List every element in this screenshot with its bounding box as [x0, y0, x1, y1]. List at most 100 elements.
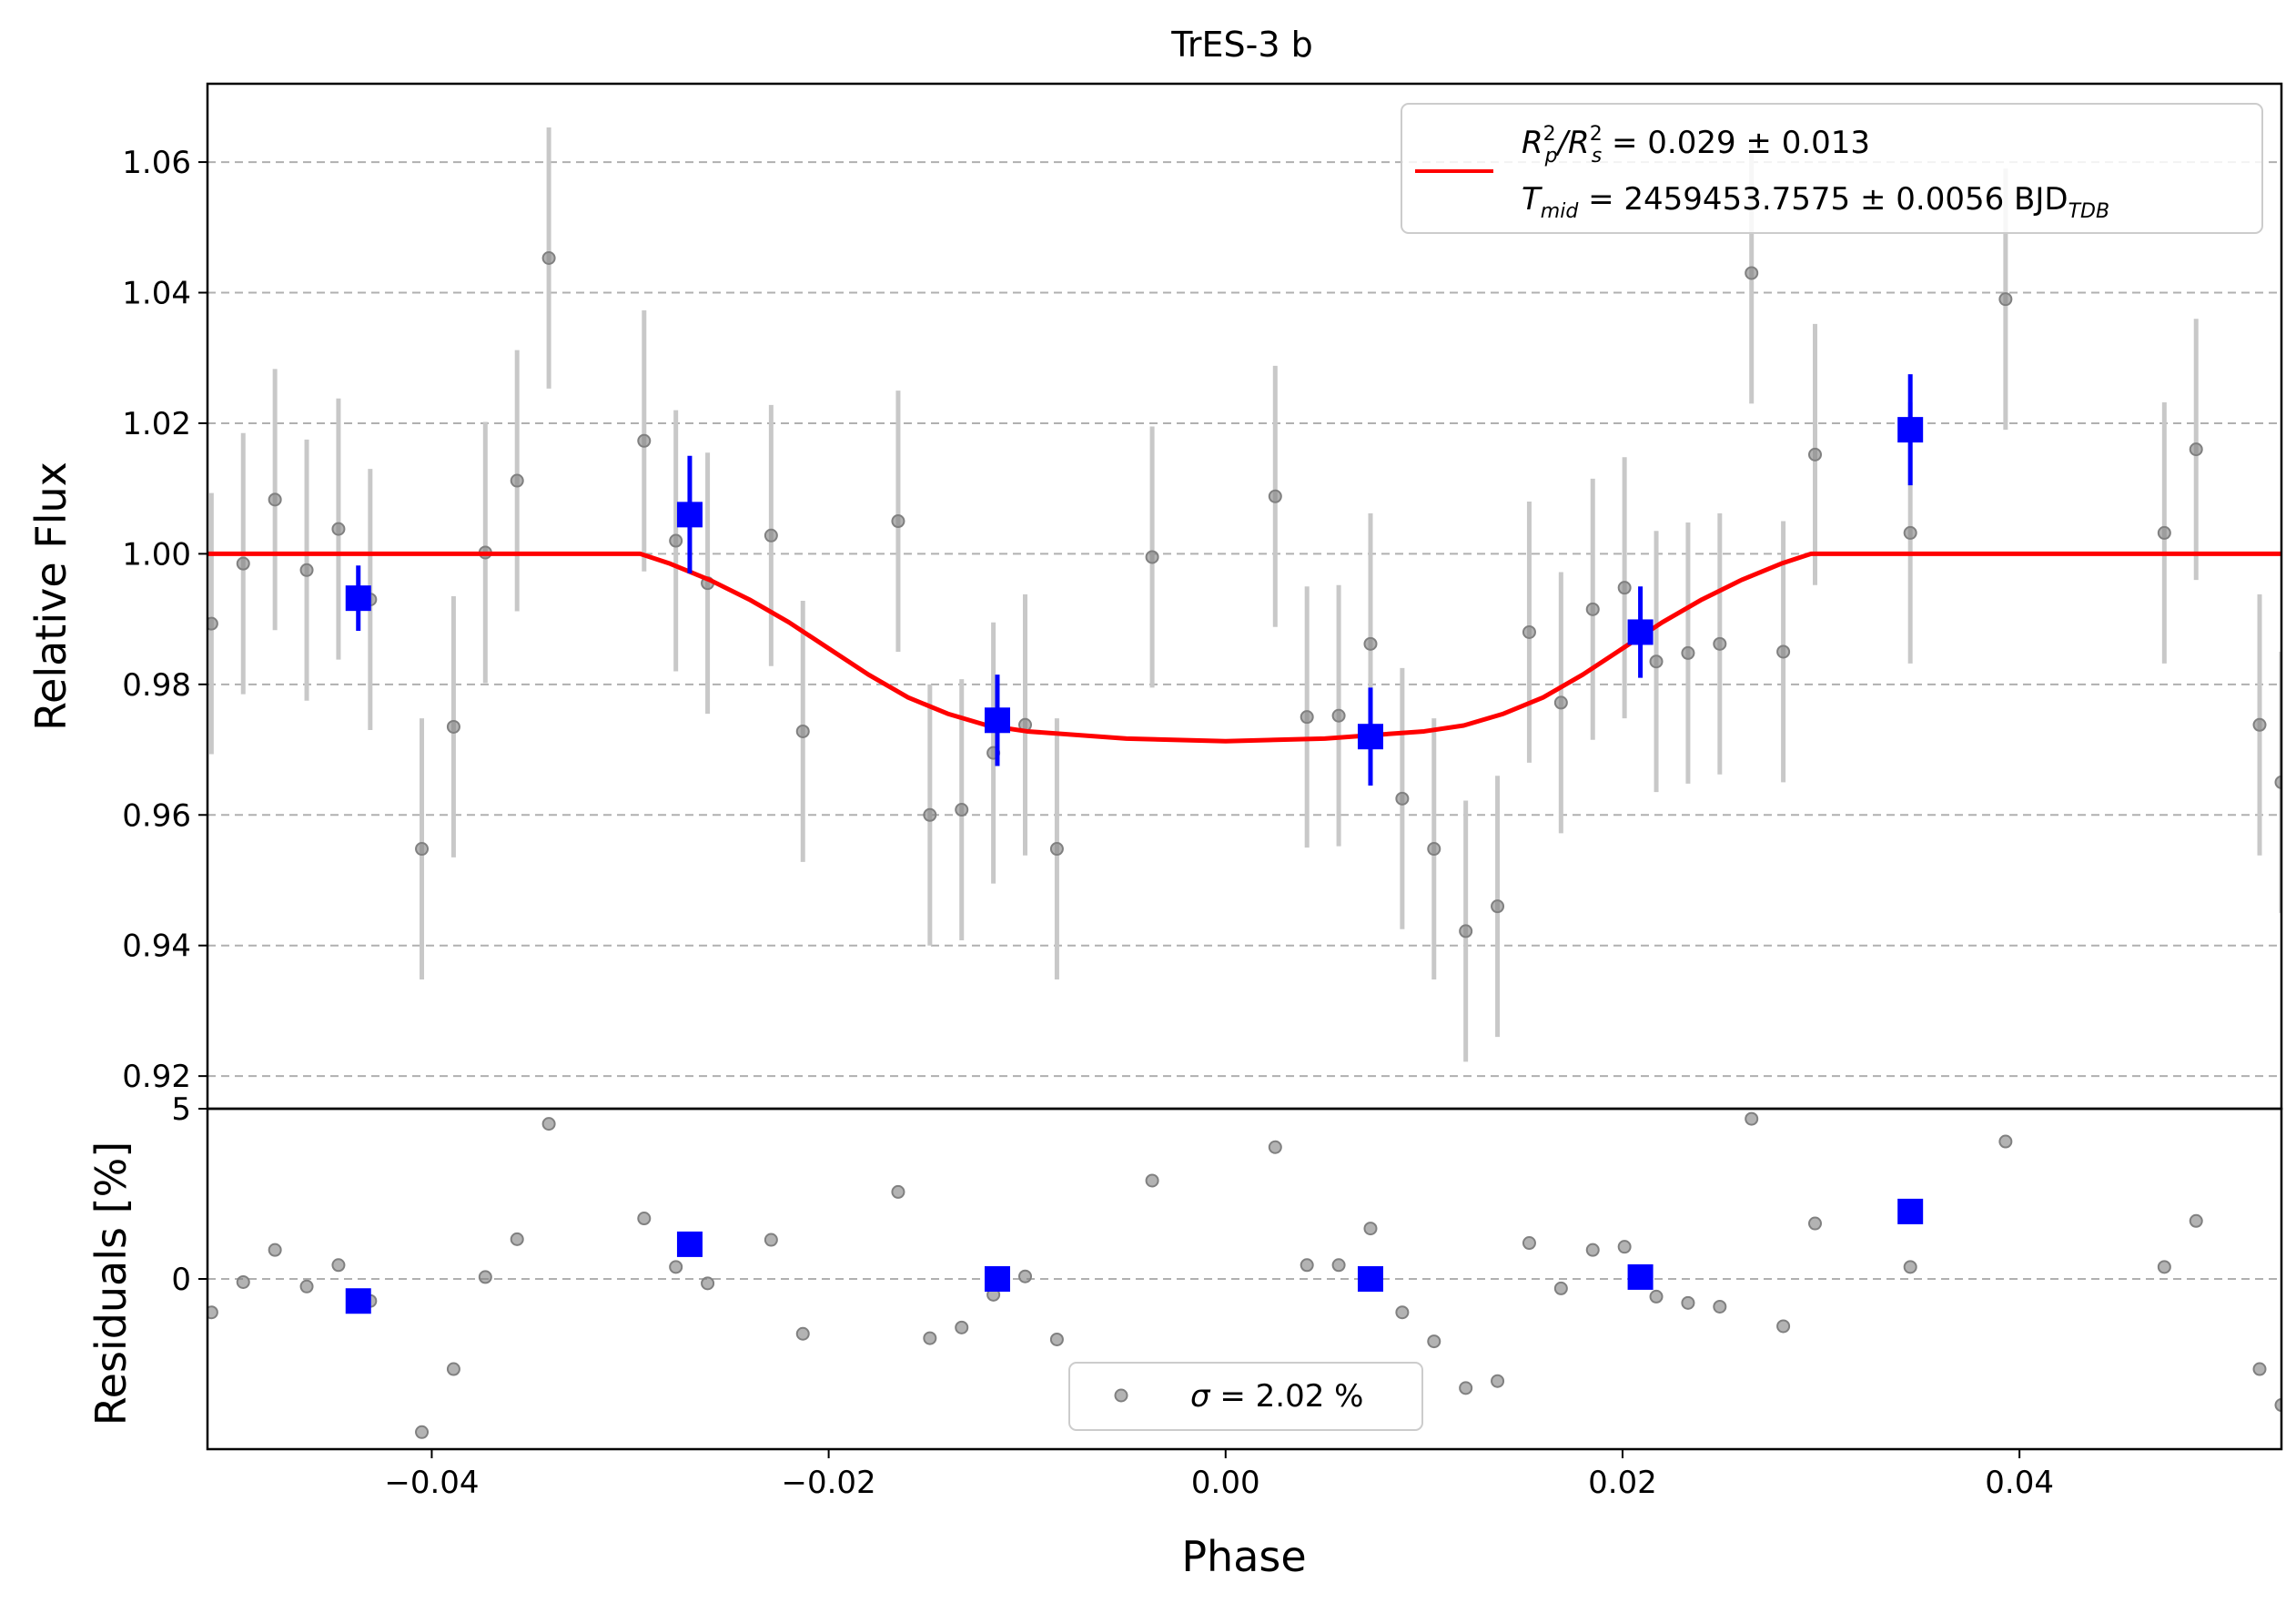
residual-point	[299, 1279, 314, 1294]
data-point	[268, 492, 282, 507]
data-point	[795, 724, 810, 738]
data-point	[1049, 842, 1064, 857]
legend-line-1: R2 p/R2 s = 0.029 ± 0.013	[1522, 123, 1870, 167]
residual-point	[1300, 1258, 1314, 1273]
data-point	[446, 719, 460, 734]
residual-point	[1617, 1240, 1632, 1254]
residual-point	[1331, 1258, 1346, 1273]
x-tick-label: 0.02	[1588, 1465, 1657, 1501]
data-point	[207, 616, 218, 631]
data-point	[1491, 899, 1505, 914]
residual-point	[923, 1331, 937, 1345]
residual-point	[1459, 1381, 1473, 1395]
binned-point	[1357, 724, 1383, 750]
residual-point	[1649, 1289, 1664, 1304]
residual-axes-frame	[206, 1107, 2283, 1451]
main-y-tick-label: 0.92	[122, 1059, 191, 1095]
residual-y-axis-label: Residuals [%]	[86, 1141, 136, 1425]
residual-binned-points	[345, 1198, 1924, 1314]
residual-point	[268, 1243, 282, 1257]
residual-point	[541, 1117, 556, 1131]
residual-point	[1745, 1111, 1759, 1126]
data-point	[1459, 924, 1473, 938]
main-y-tick-label: 0.98	[122, 667, 191, 704]
binned-point	[345, 585, 371, 612]
residual-point	[2157, 1260, 2171, 1274]
residual-point	[1585, 1243, 1600, 1257]
residual-point	[764, 1233, 778, 1247]
x-tick-label: 0.04	[1985, 1465, 2054, 1501]
residual-y-tick-label: 5	[171, 1091, 191, 1128]
data-point	[891, 514, 905, 529]
x-tick-label: −0.04	[384, 1465, 479, 1501]
residual-point	[1903, 1260, 1917, 1274]
binned-residual-point	[984, 1266, 1010, 1292]
residual-legend-label: σ = 2.02 %	[1190, 1378, 1363, 1415]
residual-point	[1363, 1222, 1378, 1236]
data-point	[415, 842, 430, 857]
data-point	[1331, 708, 1346, 723]
data-point	[541, 250, 556, 265]
residual-x-ticks: −0.04 −0.02 0.00 0.02 0.04	[384, 1449, 2054, 1501]
residual-point	[1776, 1319, 1791, 1334]
data-point	[1776, 644, 1791, 659]
residual-point	[478, 1270, 492, 1284]
binned-point	[676, 502, 703, 528]
data-point	[955, 803, 969, 817]
data-point	[1681, 645, 1695, 660]
data-point	[1745, 266, 1759, 280]
model-curve	[207, 551, 2281, 744]
residual-point	[2274, 1398, 2281, 1413]
residual-point	[795, 1326, 810, 1341]
data-point	[510, 473, 524, 488]
residual-point	[415, 1425, 430, 1439]
main-y-tick-label: 0.96	[122, 797, 191, 834]
binned-residual-point	[1627, 1263, 1654, 1290]
data-point	[1998, 292, 2013, 307]
binned-residual-point	[345, 1288, 371, 1314]
residual-point	[1145, 1173, 1159, 1188]
main-y-tick-label: 1.02	[122, 406, 191, 442]
data-point	[331, 522, 346, 536]
data-point	[2252, 717, 2267, 732]
data-point	[1395, 791, 1410, 806]
residual-legend-marker	[1114, 1388, 1128, 1403]
data-point	[1649, 654, 1664, 669]
chart-title: TrES-3 b	[1170, 25, 1312, 65]
residual-point	[1681, 1295, 1695, 1310]
data-point	[2157, 525, 2171, 540]
residual-point	[1998, 1134, 2013, 1149]
legend-line-2: Tmid = 2459453.7575 ± 0.0056 BJDTDB	[1522, 181, 2109, 223]
data-point	[669, 533, 683, 548]
x-axis-label: Phase	[1181, 1532, 1306, 1581]
residual-legend-box	[1068, 1362, 1423, 1431]
data-point	[1300, 710, 1314, 725]
data-point	[1268, 489, 1282, 503]
residual-point	[1018, 1269, 1033, 1283]
main-y-tick-label: 0.94	[122, 928, 191, 965]
data-point	[299, 563, 314, 577]
data-point	[1903, 525, 1917, 540]
residual-point	[1553, 1281, 1568, 1295]
residual-point	[2252, 1362, 2267, 1376]
residual-point	[446, 1362, 460, 1376]
residual-panel: 50 −0.04 −0.02 0.00 0.02 0.04 Residuals [%] …	[86, 1091, 2283, 1581]
residual-point	[1049, 1332, 1064, 1346]
residual-point	[510, 1232, 524, 1246]
main-y-tick-label: 1.06	[122, 145, 191, 181]
residual-point	[1427, 1334, 1441, 1349]
residual-point	[669, 1260, 683, 1274]
residual-point	[891, 1184, 905, 1199]
data-point	[1713, 636, 1727, 651]
main-panel: 0.92 0.94 0.96 0.98 1.00 1.02 1.04 1.06 Relativ…	[26, 82, 2283, 1111]
residual-point	[331, 1258, 346, 1273]
residual-point	[207, 1305, 218, 1320]
residual-point	[1268, 1140, 1282, 1154]
binned-residual-point	[1357, 1266, 1383, 1292]
data-point	[2274, 775, 2281, 789]
binned-residual-point	[676, 1231, 703, 1257]
data-point	[1617, 581, 1632, 595]
main-binned-points	[345, 374, 1924, 786]
x-tick-label: 0.00	[1191, 1465, 1260, 1501]
